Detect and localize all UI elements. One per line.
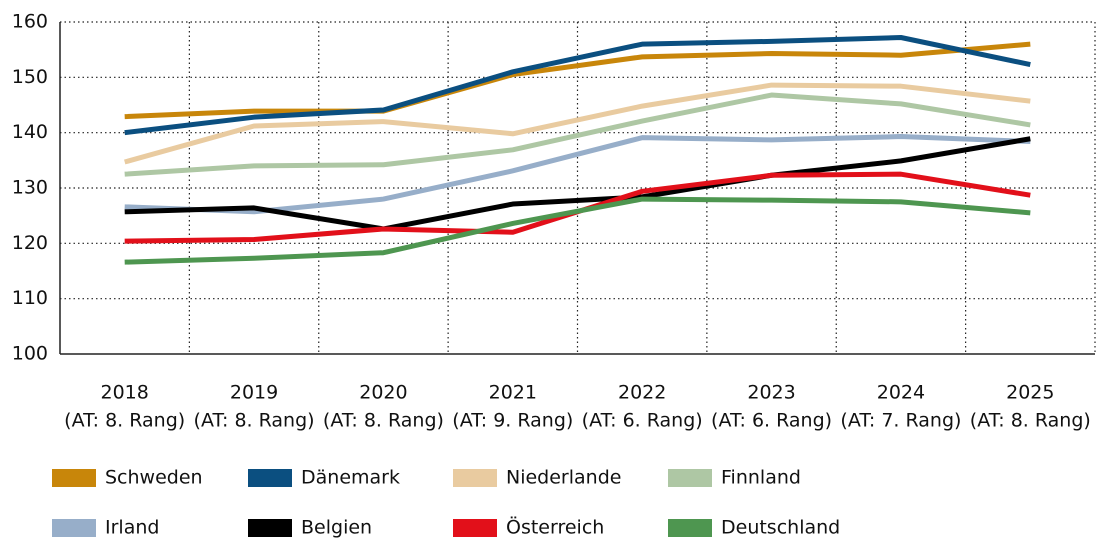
x-tick-sublabel: (AT: 8. Rang): [970, 410, 1091, 432]
y-tick-label: 120: [12, 232, 48, 254]
line-series: [124, 196, 1031, 265]
x-tick-sublabel: (AT: 7. Rang): [840, 410, 961, 432]
x-tick-sublabel: (AT: 6. Rang): [582, 410, 703, 432]
y-tick-label: 160: [12, 11, 48, 33]
x-tick-sublabel: (AT: 9. Rang): [452, 410, 573, 432]
legend-swatch: [52, 519, 96, 537]
x-tick-label: 2024: [877, 382, 925, 404]
legend-swatch: [248, 469, 292, 487]
x-tick-sublabel: (AT: 8. Rang): [64, 410, 185, 432]
x-tick-label: 2019: [230, 382, 278, 404]
legend-swatch: [248, 519, 292, 537]
legend-label: Irland: [105, 517, 159, 539]
x-tick-sublabel: (AT: 6. Rang): [711, 410, 832, 432]
y-tick-label: 150: [12, 66, 48, 88]
legend-swatch: [668, 469, 712, 487]
x-tick-sublabel: (AT: 8. Rang): [194, 410, 315, 432]
legend-label: Dänemark: [301, 467, 400, 489]
line-series: [124, 136, 1031, 232]
legend-label: Österreich: [506, 516, 604, 539]
y-tick-label: 100: [12, 343, 48, 365]
y-tick-label: 110: [12, 287, 48, 309]
x-tick-label: 2020: [359, 382, 407, 404]
x-tick-label: 2018: [101, 382, 149, 404]
x-tick-label: 2021: [489, 382, 537, 404]
y-tick-label: 140: [12, 121, 48, 143]
legend-swatch: [52, 469, 96, 487]
line-series: [124, 92, 1031, 177]
x-tick-label: 2022: [618, 382, 666, 404]
legend-swatch: [668, 519, 712, 537]
x-tick-sublabel: (AT: 8. Rang): [323, 410, 444, 432]
line-series: [124, 34, 1031, 136]
legend-label: Finnland: [721, 467, 801, 489]
legend-label: Schweden: [105, 467, 203, 489]
legend-label: Belgien: [301, 517, 372, 539]
legend-label: Niederlande: [506, 467, 621, 489]
line-series: [124, 41, 1031, 120]
y-tick-label: 130: [12, 177, 48, 199]
legend-swatch: [453, 469, 497, 487]
x-tick-label: 2023: [747, 382, 795, 404]
legend-swatch: [453, 519, 497, 537]
x-tick-label: 2025: [1006, 382, 1054, 404]
line-series: [124, 82, 1031, 165]
legend-label: Deutschland: [721, 517, 840, 539]
